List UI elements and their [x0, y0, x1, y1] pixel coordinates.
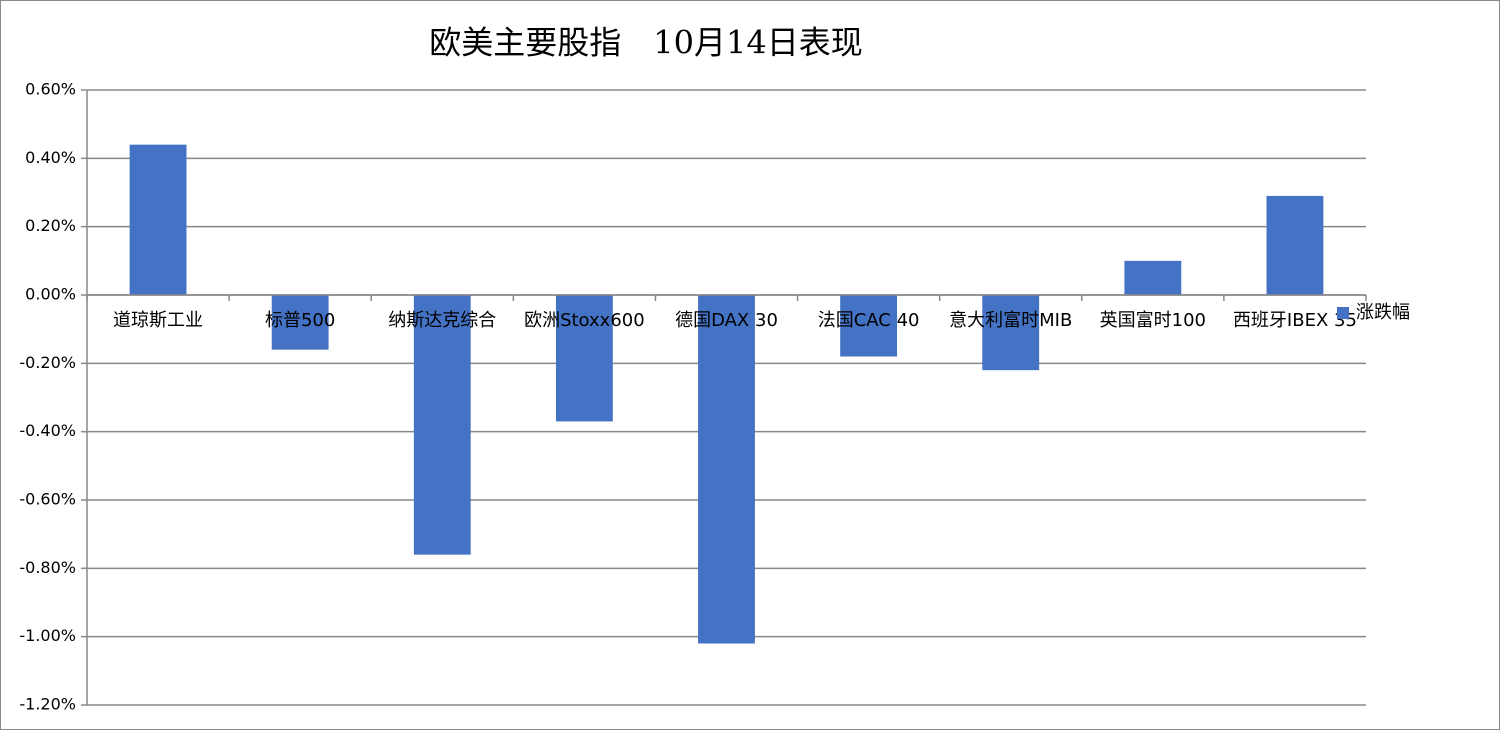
- bar: [698, 295, 755, 644]
- x-tick-label: 道琼斯工业: [113, 310, 203, 331]
- bar: [413, 295, 471, 555]
- chart-title: 欧美主要股指 10月14日表现: [429, 24, 862, 62]
- x-tick-label: 西班牙IBEX 35: [1233, 310, 1357, 331]
- y-tick-label: -0.80%: [19, 558, 76, 577]
- y-tick-label: 0.40%: [25, 148, 76, 167]
- bar: [271, 295, 329, 350]
- y-tick-label: 0.00%: [25, 285, 76, 304]
- x-tick-label: 纳斯达克综合: [388, 310, 496, 331]
- y-tick-label: -0.20%: [19, 353, 76, 372]
- x-tick-label: 法国CAC 40: [818, 310, 920, 331]
- x-tick-label: 欧洲Stoxx600: [524, 310, 645, 331]
- bar: [129, 144, 187, 295]
- x-tick-label: 英国富时100: [1100, 310, 1206, 331]
- bar: [982, 295, 1040, 371]
- bar: [1124, 260, 1182, 295]
- y-tick-label: 0.60%: [25, 80, 76, 99]
- x-tick-label: 德国DAX 30: [675, 310, 778, 331]
- y-tick-label: -0.60%: [19, 490, 76, 509]
- x-tick-label: 标普500: [265, 310, 335, 331]
- y-tick-label: -1.00%: [19, 626, 76, 645]
- y-tick-label: -0.40%: [19, 421, 76, 440]
- x-tick-label: 意大利富时MIB: [949, 310, 1072, 331]
- bar: [1266, 195, 1324, 295]
- y-tick-label: 0.20%: [25, 216, 76, 235]
- legend-swatch: [1337, 307, 1349, 319]
- legend-label: 涨跌幅: [1356, 302, 1410, 323]
- y-tick-label: -1.20%: [19, 695, 76, 714]
- bar: [555, 295, 613, 422]
- bar: [840, 295, 898, 357]
